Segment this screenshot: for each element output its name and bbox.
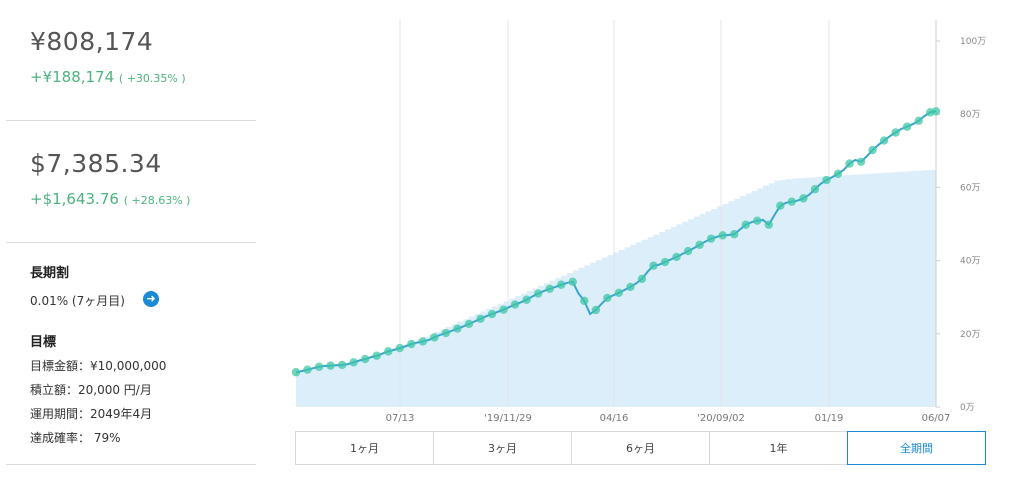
tab-6-months[interactable]: 6ヶ月 <box>571 431 709 465</box>
goal-period: 運用期間：2049年4月 <box>30 407 153 421</box>
jpy-gain-amount: +¥188,174 <box>30 68 115 86</box>
data-point <box>810 185 820 194</box>
data-point <box>845 159 854 168</box>
data-point <box>718 231 727 240</box>
x-tick-label: 04/16 <box>600 413 629 424</box>
data-point <box>856 157 866 166</box>
data-point <box>326 361 335 370</box>
usd-total: $7,385.34 <box>30 149 162 178</box>
y-tick-label: 40万 <box>960 257 980 267</box>
data-point <box>776 201 785 210</box>
data-point <box>349 358 358 367</box>
data-point <box>902 122 912 131</box>
data-point <box>626 282 635 292</box>
data-point <box>799 194 808 203</box>
data-point <box>891 128 900 137</box>
data-point <box>430 333 439 342</box>
data-point <box>291 368 301 377</box>
divider <box>6 464 256 465</box>
summary-panel: ¥808,174 +¥188,174 ( +30.35% ) $7,385.34… <box>0 0 256 480</box>
y-tick-label: 100万 <box>960 37 986 47</box>
jpy-gain: +¥188,174 ( +30.35% ) <box>30 68 186 86</box>
data-point <box>314 362 324 371</box>
data-point <box>695 240 704 250</box>
data-point <box>868 145 877 155</box>
data-point <box>487 309 497 319</box>
data-point <box>453 324 462 333</box>
data-point <box>418 337 428 346</box>
contributed-area <box>296 169 936 407</box>
data-point <box>833 169 843 179</box>
data-point <box>706 234 716 243</box>
data-point <box>637 274 647 284</box>
arrow-right-circle-icon[interactable]: ➜ <box>143 291 159 307</box>
goal-probability: 達成確率： 79% <box>30 431 121 445</box>
data-point <box>683 246 693 256</box>
x-tick-label: 07/13 <box>386 413 415 424</box>
jpy-total: ¥808,174 <box>30 27 154 56</box>
tab-1-year[interactable]: 1年 <box>709 431 847 465</box>
data-point <box>441 328 451 338</box>
data-point <box>603 293 612 303</box>
data-point <box>533 289 543 298</box>
asset-chart: 0万 20万 40万 60万 80万 100万 07/13 '19/11/29 04/16 '20… <box>291 20 986 424</box>
data-point <box>741 220 750 229</box>
usd-gain-amount: +$1,643.76 <box>30 190 119 208</box>
x-tick-label: '20/09/02 <box>697 413 745 424</box>
data-point <box>764 220 773 229</box>
tab-all-time[interactable]: 全期間 <box>847 431 986 465</box>
x-tick-label: 06/07 <box>922 413 951 424</box>
data-point <box>568 277 577 287</box>
data-point <box>360 354 370 364</box>
range-tabs: 1ヶ月 3ヶ月 6ヶ月 1年 全期間 <box>295 431 986 465</box>
data-point <box>395 343 404 353</box>
data-point <box>787 197 797 206</box>
usd-gain-percent: ( +28.63% ) <box>123 194 191 207</box>
data-point <box>580 296 589 306</box>
long-term-discount-label: 長期割 <box>30 266 70 281</box>
data-point <box>545 284 554 293</box>
usd-gain: +$1,643.76 ( +28.63% ) <box>30 190 190 208</box>
data-point <box>931 107 941 116</box>
data-point <box>672 252 681 262</box>
data-point <box>879 136 889 145</box>
data-point <box>464 319 474 329</box>
goal-label: 目標 <box>30 335 57 350</box>
goal-contribution: 積立額：20,000 円/月 <box>30 383 152 397</box>
data-point <box>337 360 347 370</box>
data-point <box>372 351 381 360</box>
x-tick-label: 01/19 <box>815 413 844 424</box>
tab-1-month[interactable]: 1ヶ月 <box>295 431 433 465</box>
data-point <box>384 347 393 356</box>
y-tick-label: 60万 <box>960 183 980 193</box>
y-tick-label: 0万 <box>960 403 975 413</box>
tab-3-months[interactable]: 3ヶ月 <box>433 431 571 465</box>
data-point <box>914 116 923 125</box>
data-point <box>649 261 658 270</box>
data-point <box>753 216 762 225</box>
data-point <box>522 295 531 304</box>
long-term-discount-value: 0.01% (7ヶ月目) <box>30 294 125 308</box>
data-point <box>614 288 624 298</box>
jpy-gain-percent: ( +30.35% ) <box>118 72 186 85</box>
data-point <box>557 280 566 289</box>
divider <box>6 242 256 243</box>
data-point <box>729 230 739 239</box>
data-point <box>303 365 312 374</box>
goal-amount: 目標金額：¥10,000,000 <box>30 359 167 373</box>
data-point <box>476 314 485 323</box>
data-point <box>407 339 416 349</box>
y-tick-label: 20万 <box>960 330 980 340</box>
divider <box>6 120 256 121</box>
x-tick-label: '19/11/29 <box>484 413 532 424</box>
data-point <box>660 257 670 267</box>
data-point <box>499 305 508 314</box>
data-point <box>591 305 601 315</box>
data-point <box>822 175 831 185</box>
data-point <box>510 300 520 309</box>
y-tick-label: 80万 <box>960 110 980 120</box>
